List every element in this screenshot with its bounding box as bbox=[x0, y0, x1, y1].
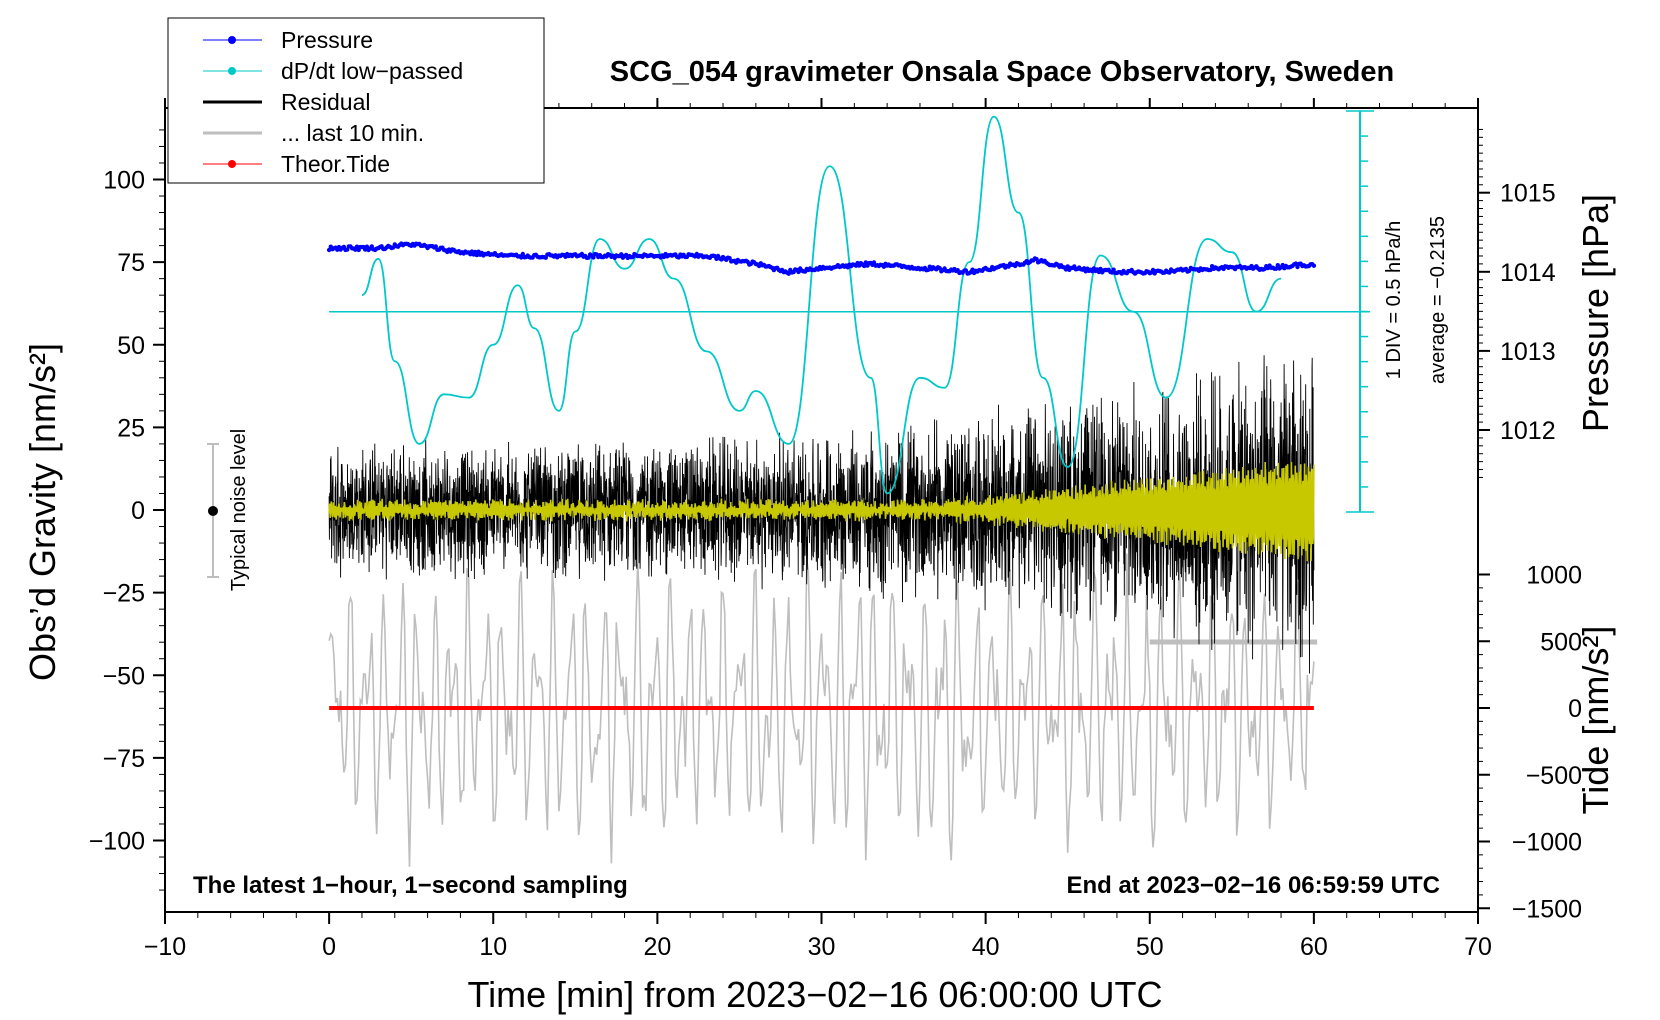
pressure-point bbox=[1098, 266, 1103, 272]
last-10-min-line bbox=[328, 553, 1315, 867]
tide-tick-label: −500 bbox=[1526, 762, 1582, 790]
legend: Pressure dP/dt low−passed Residual ... last… bbox=[167, 17, 545, 184]
pressure-point bbox=[433, 244, 438, 249]
tide-tick-label: 1000 bbox=[1526, 562, 1582, 590]
y-tick-label: 75 bbox=[117, 249, 145, 277]
pressure-point bbox=[619, 252, 624, 257]
pressure-point bbox=[1311, 263, 1317, 268]
x-tick-label: 70 bbox=[1464, 933, 1492, 961]
residual-lowpass-line bbox=[328, 461, 1315, 562]
dpdt-div-label: 1 DIV = 0.5 hPa/h bbox=[1383, 221, 1405, 379]
pressure-point bbox=[474, 252, 479, 258]
pressure-point bbox=[1273, 266, 1279, 271]
x-tick-label: 20 bbox=[643, 933, 671, 961]
noise-bar-label: Typical noise level bbox=[228, 429, 250, 591]
annotation-left: The latest 1−hour, 1−second sampling bbox=[193, 872, 628, 899]
x-axis-label: Time [min] from 2023−02−16 06:00:00 UTC bbox=[467, 974, 1162, 1015]
legend-label: Theor.Tide bbox=[281, 151, 390, 177]
legend-label: Residual bbox=[281, 89, 371, 115]
tide-axis-ticks: −1500 −1000 −500 0 500 1000 bbox=[1478, 562, 1582, 923]
y-tick-label: −25 bbox=[103, 580, 145, 608]
legend-marker bbox=[228, 36, 236, 44]
pressure-point bbox=[1111, 267, 1116, 272]
tide-tick-label: 0 bbox=[1568, 695, 1582, 723]
tide-tick-label: −1500 bbox=[1512, 895, 1582, 923]
y-tick-label: −100 bbox=[89, 828, 145, 856]
tide-tick-label: −1000 bbox=[1512, 829, 1582, 857]
x-tick-label: 40 bbox=[972, 933, 1000, 961]
pressure-axis-label: Pressure [hPa] bbox=[1575, 194, 1616, 432]
x-tick-label: −10 bbox=[144, 933, 186, 961]
pressure-point bbox=[786, 271, 791, 276]
y-tick-label: 100 bbox=[103, 167, 145, 195]
x-tick-label: 30 bbox=[808, 933, 836, 961]
dpdt-line bbox=[361, 115, 1282, 495]
pressure-average-label: average = −0.2135 bbox=[1427, 216, 1449, 384]
pressure-point bbox=[519, 255, 524, 260]
pressure-tick-label: 1014 bbox=[1500, 259, 1556, 287]
dpdt-scale-bar bbox=[1346, 110, 1374, 513]
pressure-point bbox=[1275, 263, 1281, 268]
chart-title: SCG_054 gravimeter Onsala Space Observat… bbox=[610, 56, 1394, 88]
tide-axis-label: Tide [nm/s²] bbox=[1575, 626, 1616, 815]
series-layer bbox=[326, 115, 1370, 867]
x-axis-ticks: −10 0 10 20 30 40 50 60 70 bbox=[144, 98, 1492, 961]
annotation-right: End at 2023−02−16 06:59:59 UTC bbox=[1066, 872, 1440, 899]
legend-label: dP/dt low−passed bbox=[281, 58, 463, 84]
pressure-point bbox=[862, 263, 867, 269]
pressure-point bbox=[520, 251, 525, 257]
tide-tick-label: 500 bbox=[1540, 628, 1582, 656]
pressure-axis-ticks: 1012 1013 1014 1015 bbox=[1478, 128, 1556, 478]
y-tick-label: 0 bbox=[131, 497, 145, 525]
x-tick-label: 60 bbox=[1300, 933, 1328, 961]
legend-marker bbox=[228, 67, 236, 75]
pressure-point bbox=[326, 247, 332, 253]
y-tick-label: −75 bbox=[103, 745, 145, 773]
legend-label: ... last 10 min. bbox=[281, 120, 424, 146]
legend-marker bbox=[228, 160, 236, 168]
pressure-point bbox=[970, 267, 975, 272]
pressure-tick-label: 1012 bbox=[1500, 417, 1556, 445]
pressure-tick-label: 1015 bbox=[1500, 180, 1556, 208]
noise-bar bbox=[207, 443, 219, 578]
y-tick-label: 25 bbox=[117, 414, 145, 442]
pressure-point bbox=[591, 255, 596, 260]
y-tick-label: −50 bbox=[103, 662, 145, 690]
pressure-point bbox=[1065, 264, 1070, 269]
pressure-point bbox=[364, 244, 370, 249]
x-tick-label: 10 bbox=[479, 933, 507, 961]
pressure-tick-label: 1013 bbox=[1500, 338, 1556, 366]
pressure-series bbox=[326, 241, 1317, 276]
pressure-point bbox=[1293, 261, 1299, 266]
pressure-point bbox=[796, 269, 801, 275]
y-tick-label: 50 bbox=[117, 332, 145, 360]
y-axis-ticks: −100 −75 −50 −25 0 25 50 75 100 bbox=[89, 129, 165, 891]
x-tick-label: 50 bbox=[1136, 933, 1164, 961]
y-axis-label: Obs’d Gravity [nm/s²] bbox=[22, 343, 63, 681]
noise-level-point bbox=[208, 506, 218, 516]
legend-label: Pressure bbox=[281, 27, 373, 53]
x-tick-label: 0 bbox=[322, 933, 336, 961]
